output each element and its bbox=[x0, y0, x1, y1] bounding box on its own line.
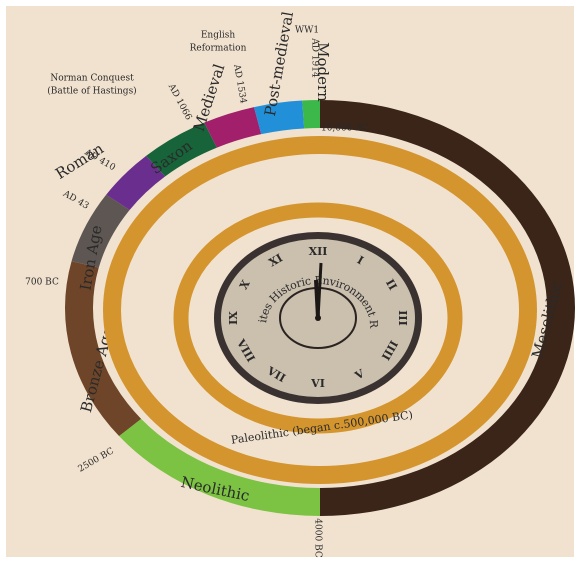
period-segment bbox=[65, 261, 142, 437]
period-segment bbox=[254, 100, 305, 135]
date-label: 4000 BC bbox=[313, 518, 323, 558]
event-label: Reformation bbox=[190, 44, 247, 54]
period-segment bbox=[302, 100, 320, 129]
period-label: Modern bbox=[314, 42, 332, 102]
minute-hand bbox=[314, 279, 320, 319]
period-segment bbox=[146, 122, 217, 177]
date-label: 10,000 BC bbox=[321, 124, 369, 134]
date-label: 700 BC bbox=[25, 278, 59, 288]
period-segment bbox=[119, 418, 321, 516]
inner-ring bbox=[173, 202, 463, 434]
clock-numeral: IX bbox=[227, 311, 240, 325]
clock-numeral: III bbox=[396, 310, 409, 325]
period-segment bbox=[106, 155, 166, 210]
clock-numeral: I bbox=[355, 253, 366, 267]
event-label: Norman Conquest bbox=[50, 74, 134, 84]
paleolithic-ring bbox=[103, 136, 537, 484]
event-label: English bbox=[201, 31, 236, 41]
hand-pivot bbox=[315, 315, 321, 321]
event-label: (Battle of Hastings) bbox=[47, 86, 136, 97]
date-label: AD 1914 bbox=[310, 37, 320, 78]
period-segment bbox=[204, 107, 262, 148]
period-segment bbox=[71, 194, 130, 268]
period-segment bbox=[320, 100, 575, 516]
clock-numeral: VI bbox=[310, 377, 325, 390]
event-label: WW1 bbox=[295, 26, 319, 36]
clock-numeral: XI bbox=[267, 251, 285, 269]
clock-numeral: XII bbox=[309, 245, 328, 258]
